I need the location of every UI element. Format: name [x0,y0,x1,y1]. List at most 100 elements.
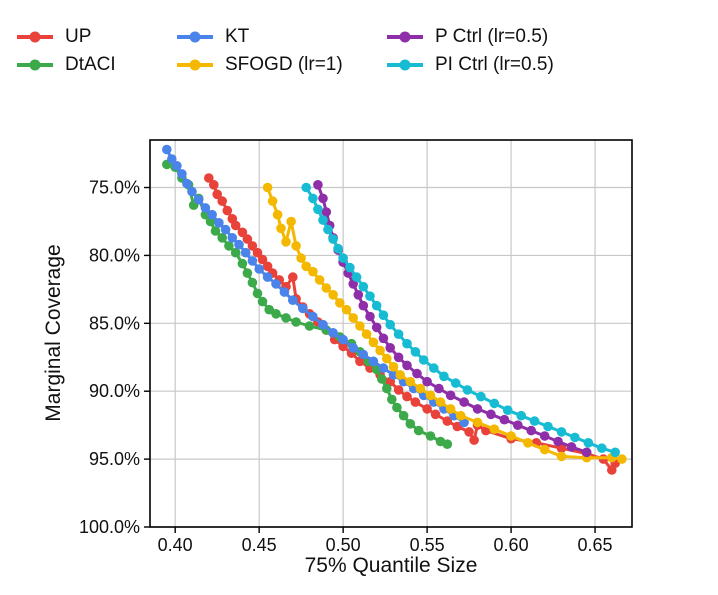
data-point-pi-ctrl-lr-0-5 [462,385,473,395]
x-tick-label: 0.55 [410,535,445,555]
data-point-up [393,385,404,395]
data-point-p-ctrl-lr-0-5 [393,352,404,363]
data-point-pi-ctrl-lr-0-5 [610,447,620,458]
data-point-sfogd-lr-1 [355,321,365,331]
data-point-sfogd-lr-1 [314,275,325,285]
data-point-kt [234,239,244,250]
data-point-pi-ctrl-lr-0-5 [378,310,389,321]
data-point-sfogd-lr-1 [291,241,301,251]
y-tick-label: 75.0% [89,178,140,198]
data-point-sfogd-lr-1 [405,376,416,387]
data-point-p-ctrl-lr-0-5 [365,311,375,322]
series-sfogd-lr-1 [262,182,627,464]
data-point-dtaci [387,394,397,405]
data-point-p-ctrl-lr-0-5 [526,425,536,436]
data-point-dtaci [392,402,402,413]
data-point-dtaci [271,309,281,319]
data-point-sfogd-lr-1 [301,261,312,272]
x-axis-title: 75% Quantile Size [305,554,478,577]
data-point-p-ctrl-lr-0-5 [378,333,389,344]
legend-item-p-ctrl: P Ctrl (lr=0.5) [385,25,548,49]
data-point-up [209,180,219,190]
data-point-sfogd-lr-1 [617,454,627,464]
data-point-kt [254,264,264,274]
legend-label-dtaci: DtACI [65,54,116,75]
data-point-dtaci [257,296,268,307]
data-point-pi-ctrl-lr-0-5 [345,262,355,273]
legend-item-pi-ctrl: PI Ctrl (lr=0.5) [385,53,554,77]
data-point-p-ctrl-lr-0-5 [539,431,550,441]
data-point-up [252,247,263,258]
data-point-pi-ctrl-lr-0-5 [556,427,567,437]
data-point-p-ctrl-lr-0-5 [353,290,364,300]
data-point-dtaci [398,410,409,421]
series-p-ctrl-lr-0-5 [313,180,592,458]
legend-item-dtaci: DtACI [15,53,116,77]
data-point-pi-ctrl-lr-0-5 [429,363,439,373]
legend-swatch-sfogd [177,59,213,71]
data-point-p-ctrl-lr-0-5 [412,368,422,379]
data-point-sfogd-lr-1 [262,182,273,193]
data-point-dtaci [247,277,258,288]
data-point-kt [214,218,224,228]
data-point-dtaci [405,419,416,429]
data-point-up [242,234,253,244]
legend-swatch-kt [177,31,213,43]
data-point-p-ctrl-lr-0-5 [371,322,382,333]
data-point-sfogd-lr-1 [445,404,456,414]
x-tick-label: 0.40 [158,535,193,555]
data-point-kt [207,209,217,220]
data-point-kt [308,311,318,322]
data-point-kt [368,356,379,367]
y-tick-label: 85.0% [89,313,140,333]
x-tick-label: 0.50 [326,535,361,555]
data-point-kt [358,349,369,360]
plot-frame [149,139,633,528]
data-point-pi-ctrl-lr-0-5 [418,355,429,365]
data-point-sfogd-lr-1 [296,253,306,263]
data-point-up [430,409,441,420]
data-point-pi-ctrl-lr-0-5 [489,398,500,409]
data-point-pi-ctrl-lr-0-5 [323,224,333,235]
x-tick-label: 0.65 [578,535,613,555]
data-point-p-ctrl-lr-0-5 [499,414,510,425]
y-tick-label: 90.0% [89,381,140,401]
data-point-sfogd-lr-1 [335,298,345,308]
data-point-p-ctrl-lr-0-5 [566,442,577,452]
data-point-p-ctrl-lr-0-5 [553,436,563,447]
data-point-p-ctrl-lr-0-5 [318,193,328,204]
data-point-kt [338,334,348,345]
data-point-sfogd-lr-1 [286,216,296,227]
data-point-sfogd-lr-1 [506,431,516,441]
data-point-dtaci [217,233,227,243]
data-point-dtaci [291,317,301,327]
legend: UP DtACI KT SFOGD (lr=1) P Ctrl (lr=0.5) [0,0,718,90]
data-point-sfogd-lr-1 [368,337,379,348]
x-tick-label: 0.45 [242,535,277,555]
data-point-sfogd-lr-1 [375,345,385,356]
data-point-dtaci [442,439,453,450]
data-point-up [410,397,421,407]
data-point-dtaci [413,425,424,436]
series-layer [162,144,627,475]
data-point-dtaci [252,288,263,299]
data-point-pi-ctrl-lr-0-5 [371,300,382,311]
data-point-kt [378,363,389,373]
legend-label-sfogd: SFOGD (lr=1) [225,54,343,75]
data-point-up [204,173,214,183]
data-point-sfogd-lr-1 [308,266,318,277]
data-point-dtaci [210,226,221,236]
data-point-sfogd-lr-1 [272,209,283,220]
data-point-dtaci [382,383,392,394]
data-point-sfogd-lr-1 [489,424,500,435]
data-point-kt [262,272,273,282]
data-point-p-ctrl-lr-0-5 [434,383,444,394]
data-point-kt [288,295,298,306]
data-point-pi-ctrl-lr-0-5 [328,234,338,244]
data-point-sfogd-lr-1 [267,196,278,206]
data-point-pi-ctrl-lr-0-5 [358,281,369,292]
data-point-p-ctrl-lr-0-5 [486,409,496,420]
data-point-pi-ctrl-lr-0-5 [313,204,323,215]
legend-label-p-ctrl: P Ctrl (lr=0.5) [435,26,549,47]
